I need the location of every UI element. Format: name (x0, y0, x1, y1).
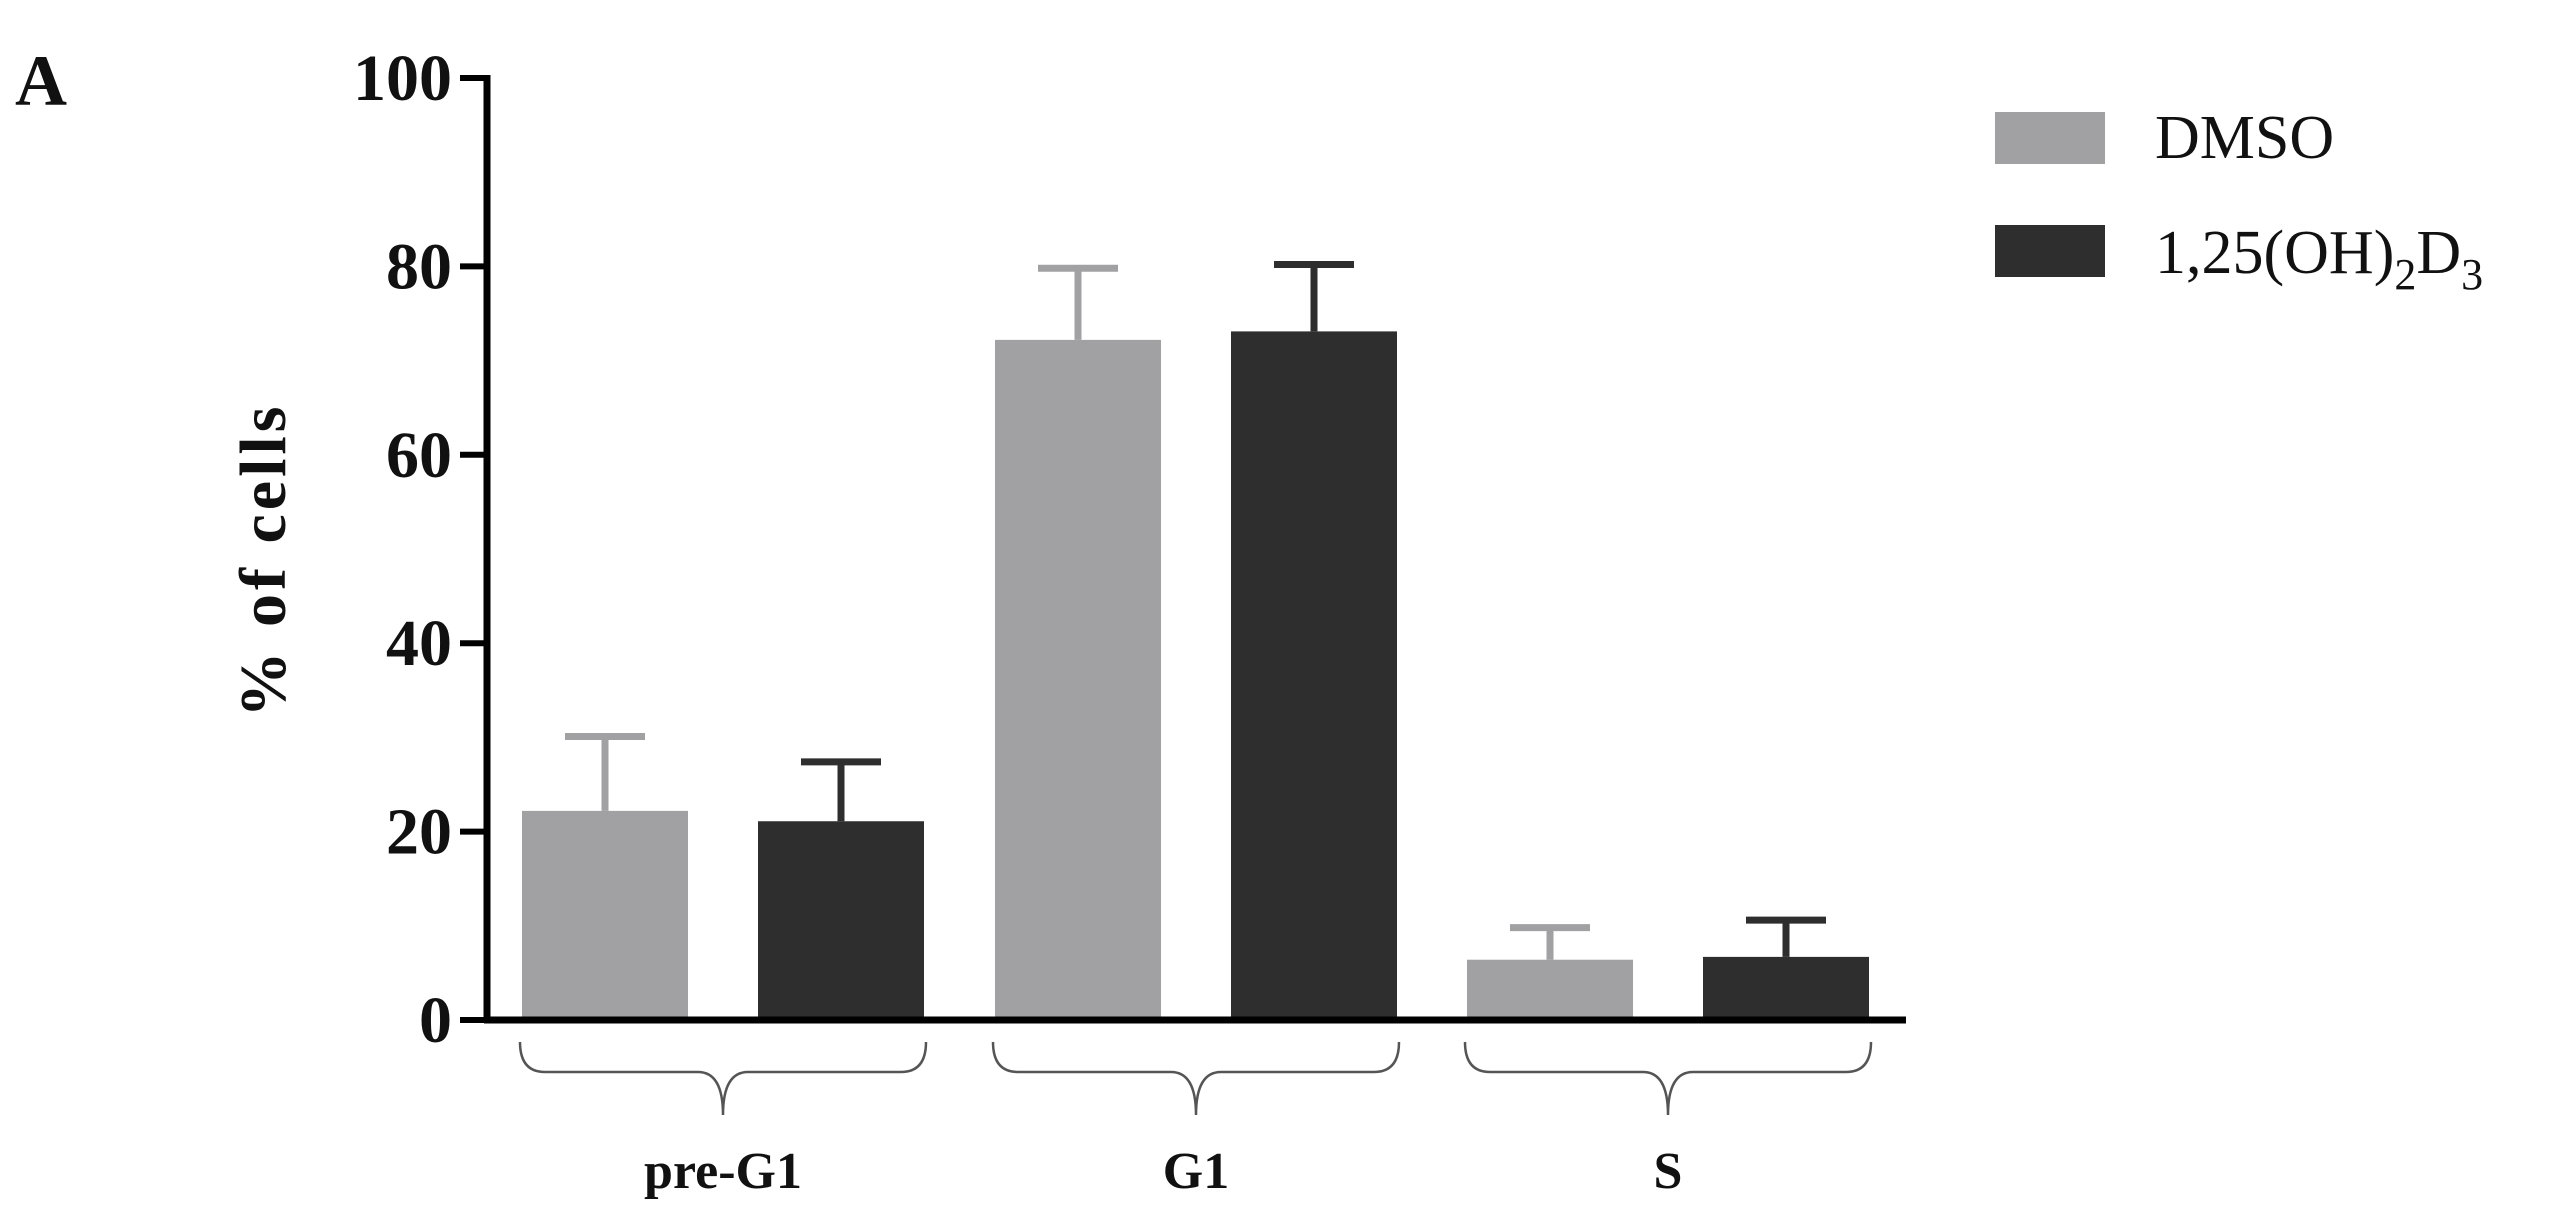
y-tick-label-80: 80 (386, 230, 452, 303)
y-tick-label-20: 20 (386, 796, 452, 869)
bracket-pre-g1 (518, 1041, 928, 1116)
y-tick-label-0: 0 (419, 984, 452, 1057)
y-axis-title: % of cells (227, 403, 300, 718)
category-label-g1: G1 (1163, 1143, 1229, 1200)
y-tick-label-100: 100 (353, 42, 452, 115)
y-tick-label-60: 60 (386, 419, 452, 492)
bar-1-25-oh-2d3-s (1703, 956, 1869, 1020)
bracket-g1 (991, 1041, 1401, 1116)
bar-dmso-s (1467, 959, 1633, 1020)
bar-1-25-oh-2d3-g1 (1231, 331, 1397, 1020)
legend-swatch-dmso (1995, 112, 2105, 164)
category-brackets-layer: pre-G1 G1 S (518, 1041, 1873, 1200)
y-ticks-layer: 0 20 40 60 80 100 (353, 42, 487, 1057)
bar-1-25-oh-2d3-pre-g1 (758, 821, 924, 1020)
legend-label-dmso: DMSO (2155, 104, 2334, 172)
legend-label-vitd: 1,25(OH)2D3 (2155, 219, 2483, 299)
bracket-s (1463, 1041, 1873, 1116)
legend-swatch-vitd (1995, 225, 2105, 277)
category-label-s: S (1654, 1143, 1683, 1200)
panel-label: A (15, 41, 67, 121)
y-tick-label-40: 40 (386, 607, 452, 680)
legend: DMSO 1,25(OH)2D3 (1995, 104, 2483, 299)
bars-layer (522, 331, 1869, 1021)
category-label-pre-g1: pre-G1 (644, 1143, 802, 1200)
error-bars-layer (565, 261, 1826, 960)
bar-dmso-pre-g1 (522, 810, 688, 1020)
bar-dmso-g1 (995, 339, 1161, 1021)
